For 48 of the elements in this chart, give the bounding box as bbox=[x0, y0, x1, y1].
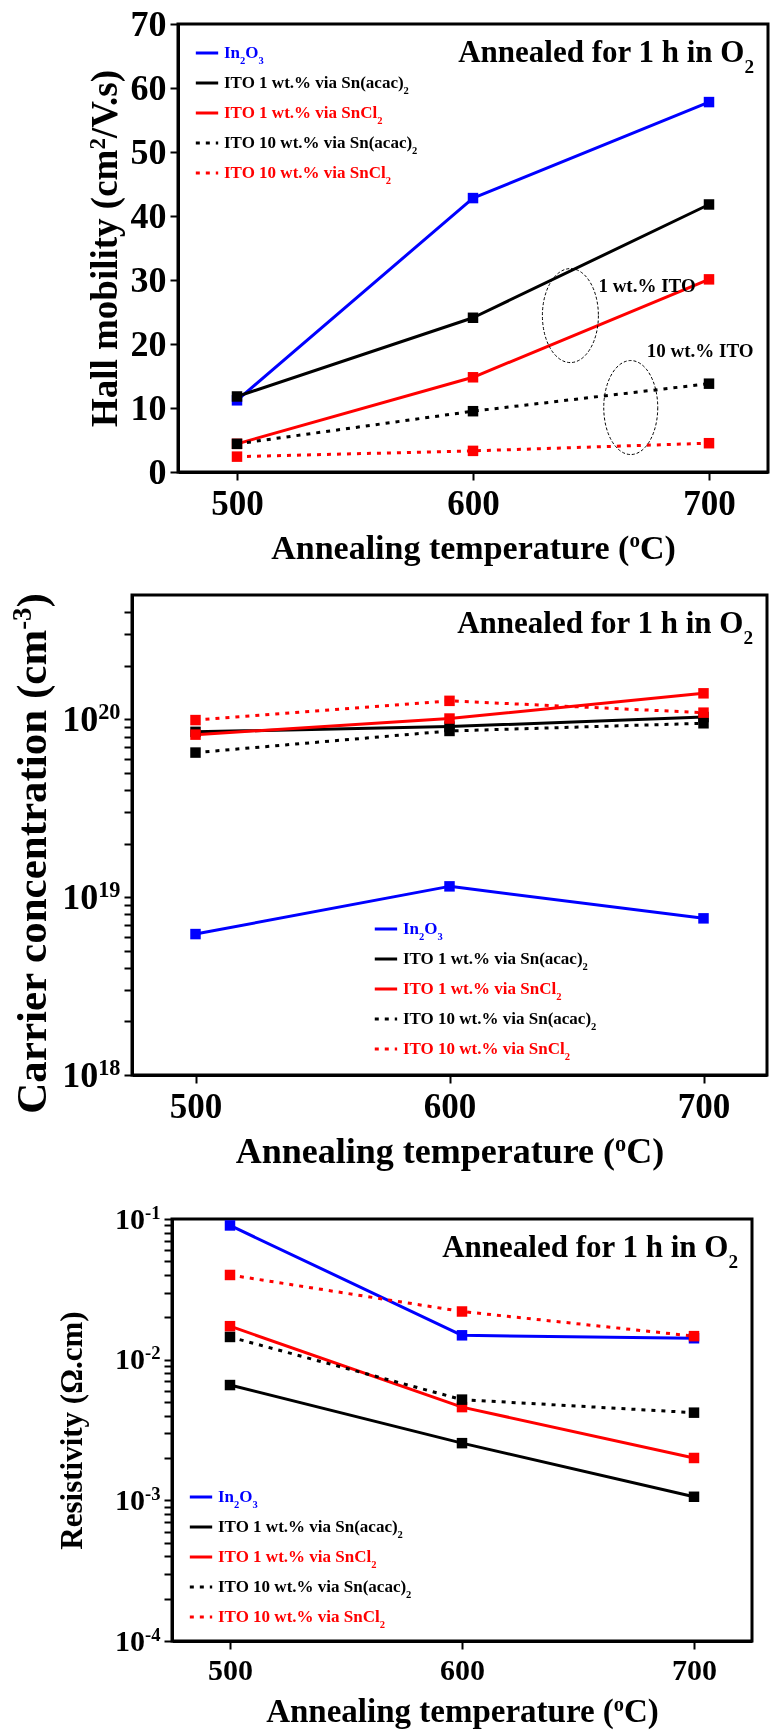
legend-label: ITO 1 wt.% via SnCl$_{2}$ bbox=[218, 1547, 377, 1570]
y-tick-label: 0 bbox=[148, 451, 167, 492]
y-tick-label: 20 bbox=[130, 323, 167, 364]
y-tick-label: 10$^{20}$ bbox=[62, 698, 121, 739]
x-axis-title: Annealing temperature ($^{o}$C) bbox=[266, 1692, 659, 1730]
x-tick-label: 600 bbox=[440, 1652, 485, 1686]
y-axis-title: Resistivity (Ω.cm) bbox=[53, 1311, 89, 1550]
y-tick-label: 60 bbox=[130, 67, 167, 108]
y-tick-label: 10$^{-4}$ bbox=[115, 1623, 161, 1657]
x-tick-label: 600 bbox=[423, 1086, 477, 1126]
x-axis-title: Annealing temperature ($^{o}$C) bbox=[271, 527, 676, 567]
legend-label: ITO 1 wt.% via Sn(acac)$_{2}$ bbox=[402, 949, 588, 972]
x-tick-label: 500 bbox=[211, 483, 264, 523]
y-tick-label: 10$^{19}$ bbox=[62, 876, 121, 917]
x-tick-label: 500 bbox=[169, 1086, 223, 1126]
legend-label: ITO 10 wt.% via Sn(acac)$_{2}$ bbox=[224, 133, 418, 156]
legend-label: In$_{2}$O$_{3}$ bbox=[218, 1487, 258, 1510]
x-tick-label: 600 bbox=[447, 483, 500, 523]
chart-title: Annealed for 1 h in O$_{2}$ bbox=[458, 34, 754, 77]
legend-label: ITO 10 wt.% via SnCl$_{2}$ bbox=[218, 1607, 385, 1630]
legend-label: ITO 1 wt.% via Sn(acac)$_{2}$ bbox=[224, 73, 409, 96]
y-tick-label: 10$^{-2}$ bbox=[115, 1341, 161, 1376]
legend-label: In$_{2}$O$_{3}$ bbox=[224, 43, 264, 66]
annotation: 10 wt.% ITO bbox=[646, 340, 754, 362]
legend-label: ITO 1 wt.% via SnCl$_{2}$ bbox=[224, 103, 383, 126]
text: Annealed for 1 h in O$_{2}$ bbox=[457, 605, 753, 648]
y-tick-label: 70 bbox=[130, 3, 167, 44]
annotation: 1 wt.% ITO bbox=[598, 275, 696, 297]
x-tick-label: 700 bbox=[683, 483, 736, 523]
y-tick-label: 10$^{-3}$ bbox=[115, 1482, 161, 1516]
y-tick-label: 10$^{-1}$ bbox=[115, 1201, 161, 1235]
y-tick-label: 10$^{18}$ bbox=[62, 1054, 121, 1095]
y-tick-label: 30 bbox=[130, 259, 167, 300]
legend-label: ITO 10 wt.% via Sn(acac)$_{2}$ bbox=[402, 1009, 597, 1032]
x-tick-label: 500 bbox=[208, 1652, 253, 1686]
legend-label: ITO 10 wt.% via SnCl$_{2}$ bbox=[224, 163, 391, 186]
x-axis-title: Annealing temperature ($^{o}$C) bbox=[235, 1130, 665, 1171]
x-tick-label: 700 bbox=[677, 1086, 731, 1126]
y-tick-label: 40 bbox=[130, 195, 167, 236]
legend-label: ITO 1 wt.% via Sn(acac)$_{2}$ bbox=[218, 1517, 403, 1540]
legend-label: In$_{2}$O$_{3}$ bbox=[402, 919, 443, 942]
chart-title: Annealed for 1 h in O$_{2}$ bbox=[442, 1229, 738, 1272]
x-tick-label: 700 bbox=[672, 1652, 717, 1686]
legend-label: ITO 10 wt.% via SnCl$_{2}$ bbox=[402, 1039, 570, 1062]
legend-label: ITO 1 wt.% via SnCl$_{2}$ bbox=[402, 979, 562, 1002]
y-tick-label: 10 bbox=[130, 387, 167, 428]
y-tick-label: 50 bbox=[130, 131, 167, 172]
legend-label: ITO 10 wt.% via Sn(acac)$_{2}$ bbox=[218, 1577, 412, 1600]
